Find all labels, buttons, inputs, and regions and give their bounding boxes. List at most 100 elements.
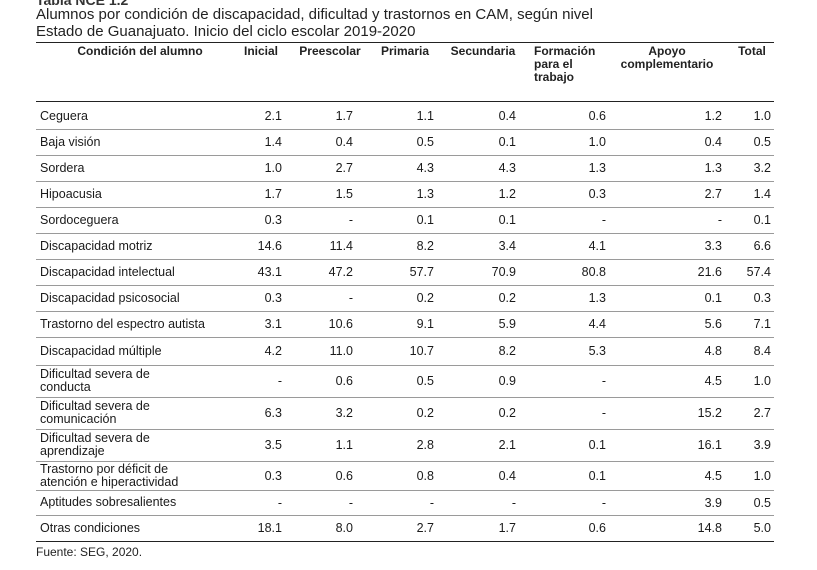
row-label: Aptitudes sobresalientes bbox=[40, 490, 176, 515]
row-label-line: Trastorno del espectro autista bbox=[40, 316, 205, 331]
cell-formacion: 1.3 bbox=[588, 291, 606, 305]
cell-apoyo: 4.5 bbox=[704, 374, 722, 388]
header-total: Total bbox=[738, 44, 766, 58]
header-formacion: Formación para el trabajo bbox=[534, 45, 614, 84]
cell-primaria: 2.7 bbox=[416, 521, 434, 535]
row-label-text: Dificultad severa de conducta bbox=[40, 368, 150, 394]
cell-inicial: 1.4 bbox=[264, 135, 282, 149]
cell-total: 0.5 bbox=[753, 495, 771, 510]
cell-total: 57.4 bbox=[746, 265, 771, 279]
cell-inicial: 6.3 bbox=[264, 406, 282, 420]
header-condicion: Condición del alumno bbox=[77, 44, 203, 58]
cell-inicial: 0.3 bbox=[264, 468, 282, 483]
row-label: Discapacidad múltiple bbox=[40, 337, 162, 365]
row-label: Trastorno del espectro autista bbox=[40, 311, 205, 337]
row-label: Dificultad severa de comunicación bbox=[40, 397, 150, 429]
cell-primaria: - bbox=[429, 495, 434, 510]
row-label-line: Discapacidad motriz bbox=[40, 238, 153, 253]
cell-formacion: 1.3 bbox=[588, 161, 606, 175]
header-inicial: Inicial bbox=[243, 44, 278, 58]
row-label-line: Discapacidad psicosocial bbox=[40, 290, 180, 305]
cell-total: 1.0 bbox=[753, 109, 771, 123]
cell-preescolar: 3.2 bbox=[335, 406, 353, 420]
cell-inicial: 1.7 bbox=[264, 187, 282, 201]
cell-total: 5.0 bbox=[753, 521, 771, 535]
title-line-2: Estado de Guanajuato. Inicio del ciclo e… bbox=[36, 23, 416, 40]
cell-secundaria: 2.1 bbox=[498, 438, 516, 452]
cell-primaria: 9.1 bbox=[416, 317, 434, 331]
cell-apoyo: 3.9 bbox=[704, 495, 722, 510]
header-rule bbox=[36, 101, 774, 102]
cell-primaria: 0.5 bbox=[416, 374, 434, 388]
cell-formacion: 1.0 bbox=[588, 135, 606, 149]
cell-primaria: 2.8 bbox=[416, 438, 434, 452]
cell-preescolar: 11.0 bbox=[329, 344, 353, 358]
row-label: Dificultad severa de aprendizaje bbox=[40, 429, 150, 461]
cell-primaria: 8.2 bbox=[416, 239, 434, 253]
cell-secundaria: 1.7 bbox=[498, 521, 516, 535]
cell-apoyo: 21.6 bbox=[697, 265, 722, 279]
table-row: Aptitudes sobresalientes - - - - - 3.9 0.5 bbox=[36, 490, 774, 516]
row-label: Sordoceguera bbox=[40, 207, 119, 233]
cell-apoyo: 15.2 bbox=[697, 406, 722, 420]
cell-preescolar: 0.4 bbox=[335, 135, 353, 149]
cell-preescolar: 11.4 bbox=[329, 239, 353, 253]
header-formacion-line-3: trabajo bbox=[534, 70, 575, 84]
row-label-text: Sordoceguera bbox=[40, 212, 119, 227]
row-label-text: Dificultad severa de aprendizaje bbox=[40, 432, 150, 458]
row-label-text: Dificultad severa de comunicación bbox=[40, 400, 150, 426]
cell-preescolar: 8.0 bbox=[335, 521, 353, 535]
cell-apoyo: 2.7 bbox=[704, 187, 722, 201]
table-row: Discapacidad motriz 14.6 11.4 8.2 3.4 4.1 3.3 6… bbox=[36, 233, 774, 260]
cell-formacion: - bbox=[601, 495, 606, 510]
row-label-text: Discapacidad múltiple bbox=[40, 344, 162, 358]
cell-total: 0.1 bbox=[753, 213, 771, 227]
table-row: Otras condiciones 18.1 8.0 2.7 1.7 0.6 14.8 5.0 bbox=[36, 515, 774, 541]
cell-preescolar: 47.2 bbox=[328, 265, 353, 279]
cell-apoyo: 1.2 bbox=[704, 109, 722, 123]
table-row: Sordera 1.0 2.7 4.3 4.3 1.3 1.3 3.2 bbox=[36, 155, 774, 182]
cell-inicial: 18.1 bbox=[257, 521, 282, 535]
cell-apoyo: - bbox=[717, 213, 722, 227]
cell-apoyo: 0.1 bbox=[704, 291, 722, 305]
row-label-line: Sordoceguera bbox=[40, 212, 119, 227]
cell-secundaria: 0.1 bbox=[498, 135, 516, 149]
row-label: Discapacidad motriz bbox=[40, 233, 153, 259]
cell-secundaria: 8.2 bbox=[498, 344, 516, 358]
cell-inicial: 3.5 bbox=[264, 438, 282, 452]
header-apoyo-line-1: Apoyo bbox=[648, 44, 686, 58]
table-row: Discapacidad psicosocial 0.3 - 0.2 0.2 1.3 0.1… bbox=[36, 285, 774, 312]
header-apoyo: Apoyo complementario bbox=[612, 45, 722, 71]
cell-secundaria: 0.2 bbox=[498, 406, 516, 420]
cell-apoyo: 14.8 bbox=[697, 521, 722, 535]
cell-secundaria: 0.4 bbox=[498, 468, 516, 483]
cell-formacion: - bbox=[601, 213, 606, 227]
cell-inicial: - bbox=[277, 374, 282, 388]
cell-total: 2.7 bbox=[753, 406, 771, 420]
row-label: Hipoacusia bbox=[40, 181, 102, 207]
cell-inicial: 2.1 bbox=[264, 109, 282, 123]
source-note: Fuente: SEG, 2020. bbox=[36, 545, 143, 559]
cell-primaria: 1.3 bbox=[416, 187, 434, 201]
cell-secundaria: 1.2 bbox=[498, 187, 516, 201]
table-row: Sordoceguera 0.3 - 0.1 0.1 - - 0.1 bbox=[36, 207, 774, 234]
cell-total: 3.2 bbox=[753, 161, 771, 175]
top-rule bbox=[36, 42, 774, 43]
row-label-line: Dificultad severa de bbox=[40, 367, 150, 381]
cell-apoyo: 16.1 bbox=[697, 438, 722, 452]
cell-secundaria: 70.9 bbox=[491, 265, 516, 279]
cell-formacion: 0.6 bbox=[588, 109, 606, 123]
row-label-line: Trastorno por déficit de bbox=[40, 461, 169, 476]
row-label-line: atención e hiperactividad bbox=[40, 474, 179, 489]
cell-formacion: 0.1 bbox=[588, 438, 606, 452]
row-label-text: Aptitudes sobresalientes bbox=[40, 496, 176, 509]
row-label: Discapacidad psicosocial bbox=[40, 285, 180, 311]
cell-total: 0.3 bbox=[753, 291, 771, 305]
header-formacion-line-2: para el bbox=[534, 57, 573, 71]
row-label-line: Baja visión bbox=[40, 134, 101, 149]
row-label-text: Discapacidad psicosocial bbox=[40, 290, 180, 305]
table-row: Dificultad severa de conducta - 0.6 0.5 0.9 - 4… bbox=[36, 365, 774, 398]
cell-preescolar: 1.7 bbox=[335, 109, 353, 123]
row-label-line: Dificultad severa de bbox=[40, 431, 150, 445]
row-label-line: Ceguera bbox=[40, 108, 88, 123]
